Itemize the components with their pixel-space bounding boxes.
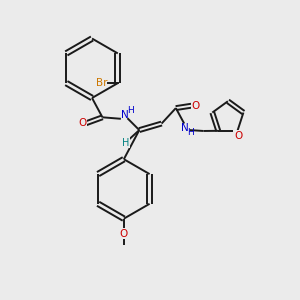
Text: H: H	[127, 106, 134, 115]
Text: H: H	[122, 138, 130, 148]
Text: Br: Br	[96, 78, 107, 88]
Text: O: O	[234, 131, 242, 141]
Text: N: N	[121, 110, 128, 120]
Text: N: N	[181, 123, 189, 133]
Text: O: O	[78, 118, 86, 128]
Text: O: O	[192, 101, 200, 111]
Text: O: O	[120, 229, 128, 239]
Text: H: H	[187, 128, 194, 137]
